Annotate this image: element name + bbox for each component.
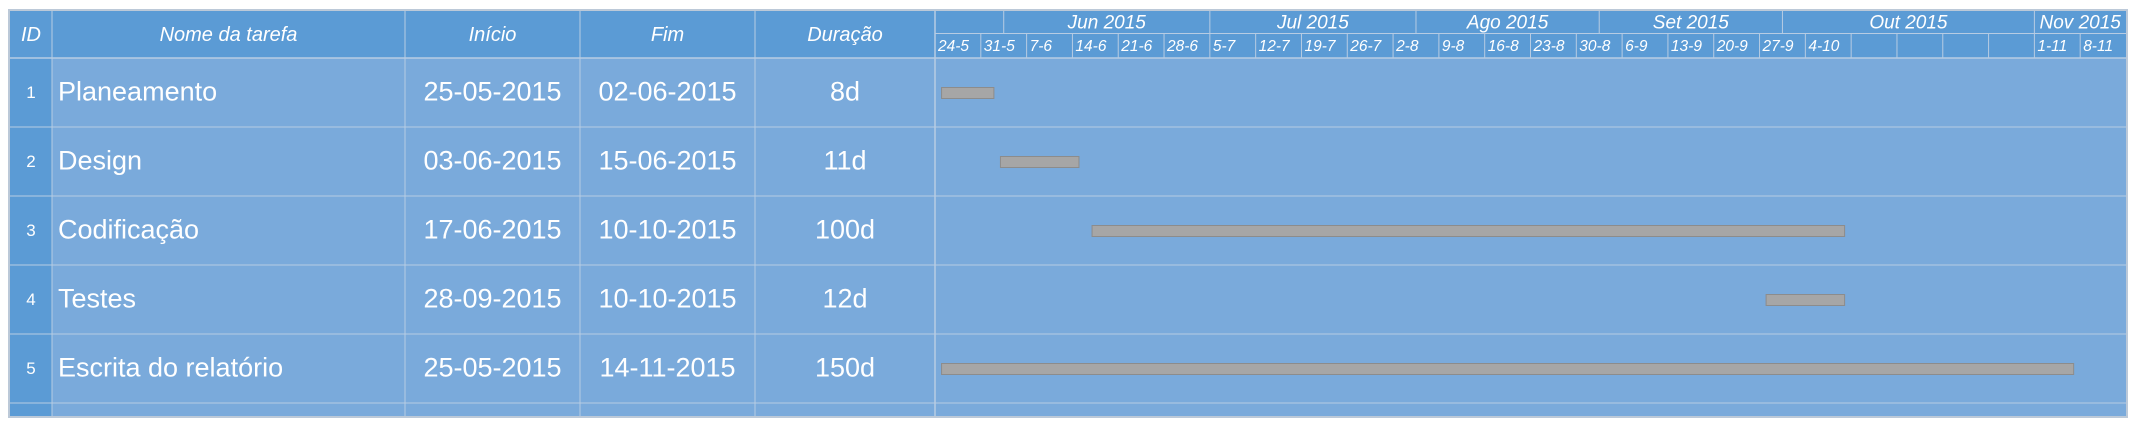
gantt-chart: ID Nome da tarefa Início Fim Duração Jun 2015… bbox=[10, 11, 2126, 416]
task-name: Design bbox=[58, 146, 142, 176]
task-duration: 100d bbox=[815, 215, 875, 245]
task-start: 28-09-2015 bbox=[423, 284, 561, 314]
week-tick-label: 13-9 bbox=[1671, 38, 1702, 55]
task-id: 2 bbox=[26, 152, 35, 171]
task-id: 4 bbox=[26, 290, 35, 309]
col-header-duration: Duração bbox=[807, 24, 883, 46]
task-bar bbox=[999, 156, 1080, 168]
week-tick-label: 14-6 bbox=[1075, 38, 1106, 55]
task-start: 17-06-2015 bbox=[423, 215, 561, 245]
week-tick-label: 9-8 bbox=[1442, 38, 1465, 55]
week-tick-label: 31-5 bbox=[984, 38, 1015, 55]
task-bar bbox=[941, 363, 2075, 375]
week-tick-label: 8-11 bbox=[2083, 38, 2113, 55]
month-label: Ago 2015 bbox=[1466, 12, 1549, 33]
week-tick-label: 21-6 bbox=[1120, 38, 1152, 55]
task-id: 3 bbox=[26, 221, 35, 240]
task-name: Planeamento bbox=[58, 77, 217, 107]
month-label: Set 2015 bbox=[1653, 12, 1729, 33]
id-column-background bbox=[10, 58, 52, 416]
month-label: Jun 2015 bbox=[1067, 12, 1147, 33]
task-bar bbox=[1091, 225, 1846, 237]
month-label: Nov 2015 bbox=[2040, 12, 2122, 33]
week-tick-label: 28-6 bbox=[1166, 38, 1198, 55]
week-tick-label: 5-7 bbox=[1213, 38, 1237, 55]
task-name: Codificação bbox=[58, 215, 199, 245]
week-tick-label: 24-5 bbox=[937, 38, 969, 55]
col-header-end: Fim bbox=[651, 24, 684, 46]
task-id: 1 bbox=[26, 83, 35, 102]
month-label: Out 2015 bbox=[1869, 12, 1948, 33]
task-duration: 150d bbox=[815, 353, 875, 383]
col-header-name: Nome da tarefa bbox=[160, 24, 298, 46]
task-duration: 12d bbox=[822, 284, 867, 314]
week-tick-label: 12-7 bbox=[1259, 38, 1291, 55]
week-tick-label: 20-9 bbox=[1716, 38, 1748, 55]
col-header-start: Início bbox=[469, 24, 517, 46]
week-tick-label: 4-10 bbox=[1808, 38, 1839, 55]
task-name: Testes bbox=[58, 284, 136, 314]
week-tick-label: 2-8 bbox=[1395, 38, 1419, 55]
task-duration: 8d bbox=[830, 77, 860, 107]
task-bar bbox=[941, 87, 995, 99]
week-tick-label: 23-8 bbox=[1533, 38, 1565, 55]
task-start: 25-05-2015 bbox=[423, 353, 561, 383]
task-bar bbox=[1765, 294, 1846, 306]
week-tick-label: 6-9 bbox=[1625, 38, 1648, 55]
week-tick-label: 27-9 bbox=[1762, 38, 1794, 55]
task-id: 5 bbox=[26, 359, 35, 378]
week-tick-label: 30-8 bbox=[1579, 38, 1610, 55]
week-tick-label: 1-11 bbox=[2037, 38, 2067, 55]
task-end: 15-06-2015 bbox=[598, 146, 736, 176]
week-tick-label: 26-7 bbox=[1349, 38, 1382, 55]
task-start: 25-05-2015 bbox=[423, 77, 561, 107]
month-label: Jul 2015 bbox=[1276, 12, 1349, 33]
col-header-id: ID bbox=[21, 24, 41, 46]
week-tick-label: 7-6 bbox=[1030, 38, 1053, 55]
task-start: 03-06-2015 bbox=[423, 146, 561, 176]
task-duration: 11d bbox=[823, 146, 866, 176]
task-end: 14-11-2015 bbox=[599, 353, 735, 383]
week-tick-label: 16-8 bbox=[1488, 38, 1519, 55]
task-end: 10-10-2015 bbox=[598, 284, 736, 314]
header-background bbox=[10, 11, 2126, 58]
week-tick-label: 19-7 bbox=[1304, 38, 1336, 55]
task-end: 10-10-2015 bbox=[598, 215, 736, 245]
task-end: 02-06-2015 bbox=[598, 77, 736, 107]
task-name: Escrita do relatório bbox=[58, 353, 283, 383]
